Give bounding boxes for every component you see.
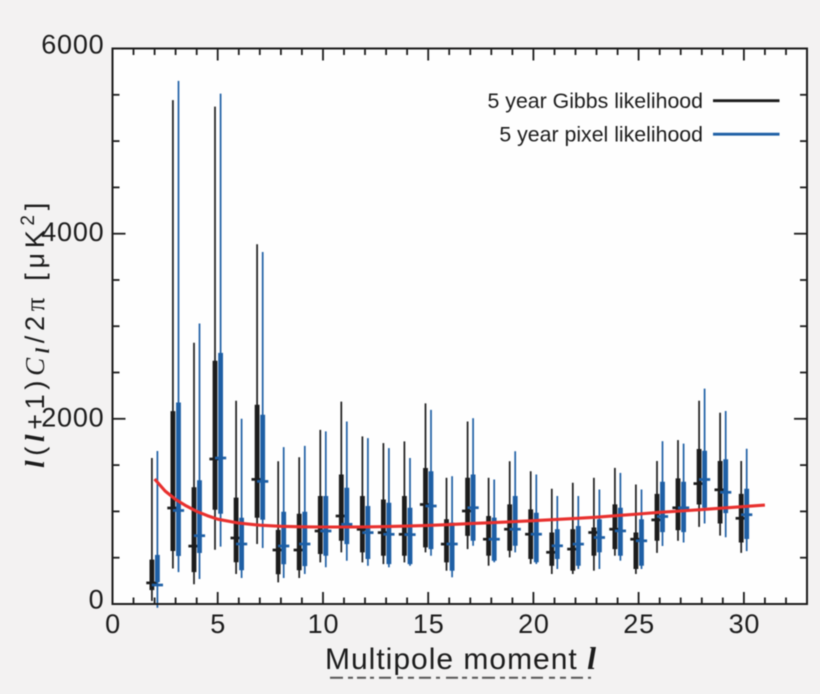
svg-text:0: 0 <box>105 609 121 639</box>
svg-text:l(l+1)Cl/2π [μK2]: l(l+1)Cl/2π [μK2] <box>18 198 54 468</box>
svg-text:5 year pixel likelihood: 5 year pixel likelihood <box>499 123 703 147</box>
svg-text:25: 25 <box>623 609 655 639</box>
svg-text:2000: 2000 <box>41 403 104 433</box>
svg-text:4000: 4000 <box>41 217 104 247</box>
svg-text:0: 0 <box>89 585 105 615</box>
svg-text:6000: 6000 <box>41 30 104 60</box>
svg-text:20: 20 <box>518 609 550 639</box>
svg-text:15: 15 <box>413 609 445 639</box>
svg-text:30: 30 <box>729 609 761 639</box>
svg-text:10: 10 <box>308 609 340 639</box>
svg-text:Multipole moment l: Multipole moment l <box>325 640 597 676</box>
svg-text:5: 5 <box>210 609 226 639</box>
svg-text:5 year Gibbs likelihood: 5 year Gibbs likelihood <box>488 89 703 113</box>
